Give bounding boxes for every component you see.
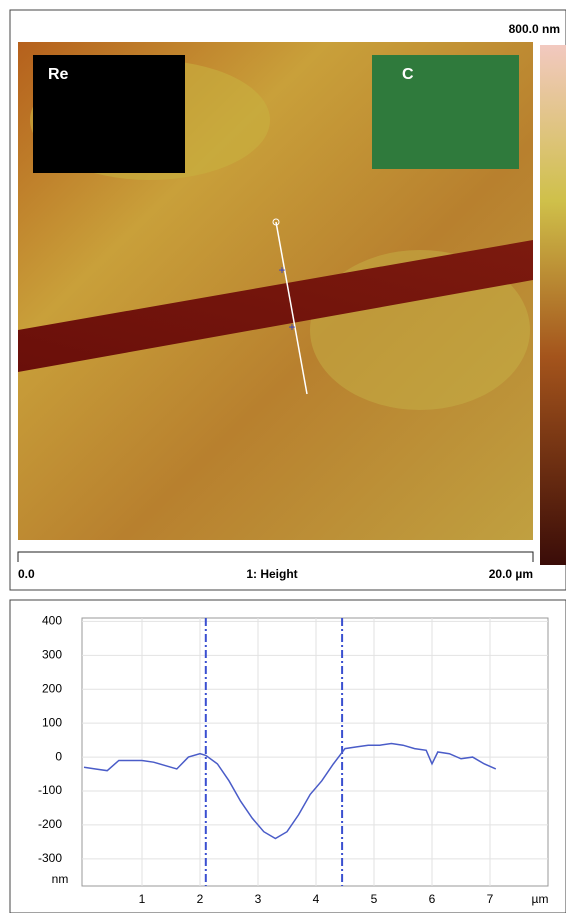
x-tick-label: 6: [429, 892, 436, 906]
scale-start: 0.0: [18, 567, 35, 581]
x-tick-label: 5: [371, 892, 378, 906]
x-tick-label: 4: [313, 892, 320, 906]
inset-label: Re: [48, 66, 69, 83]
y-tick-label: 300: [42, 647, 62, 661]
inset-label: C: [402, 66, 414, 83]
y-tick-label: 200: [42, 681, 62, 695]
x-tick-label: 1: [139, 892, 146, 906]
y-tick-label: 400: [42, 614, 62, 628]
x-tick-label: 7: [487, 892, 494, 906]
plot-area: [82, 618, 548, 886]
y-tick-label: -100: [38, 783, 62, 797]
y-tick-label: -300: [38, 851, 62, 865]
scale-end: 20.0 µm: [489, 567, 533, 581]
y-tick-label: 0: [55, 749, 62, 763]
x-tick-label: 3: [255, 892, 262, 906]
color-bar: [540, 45, 566, 565]
inset-c: [372, 55, 519, 169]
x-unit: µm: [532, 892, 549, 906]
cursor-cross: +: [278, 263, 285, 277]
y-tick-label: -200: [38, 817, 62, 831]
x-tick-label: 2: [197, 892, 204, 906]
channel-label: 1: Height: [246, 567, 297, 581]
cursor-cross: +: [288, 320, 295, 334]
scale-max: 800.0 nm: [509, 22, 560, 36]
y-tick-label: 100: [42, 715, 62, 729]
page: 800.0 nm Re C + + 0.0 1: Height 20.0 µm …: [0, 0, 566, 913]
y-unit: nm: [52, 872, 69, 886]
